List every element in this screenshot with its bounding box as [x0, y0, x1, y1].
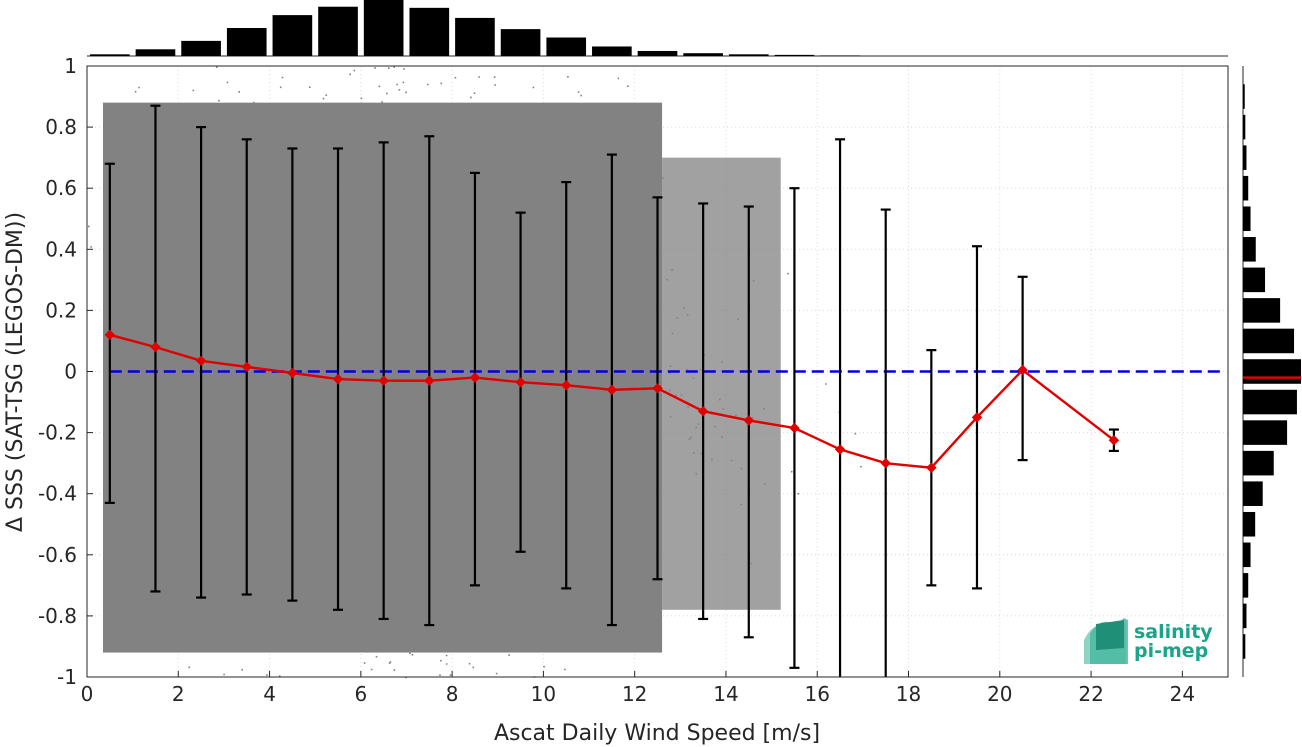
right-histogram-bar	[1243, 603, 1247, 629]
mean-point	[880, 457, 891, 469]
right-histogram-bar	[1243, 481, 1263, 506]
right-histogram	[1242, 66, 1301, 677]
mean-point	[971, 412, 983, 423]
mean-point	[789, 422, 800, 434]
y-tick-label: -0.6	[38, 543, 77, 567]
x-tick-label: 2	[172, 682, 185, 706]
scatter-dense-edge	[662, 157, 781, 610]
top-histogram-bar	[363, 0, 404, 56]
top-histogram-bar	[637, 50, 678, 56]
y-tick-label: 0	[64, 360, 77, 384]
right-histogram-bar	[1243, 634, 1246, 659]
top-histogram-bar	[181, 40, 221, 56]
y-tick-label: 1	[64, 54, 77, 78]
logo-line-2: pi-mep	[1134, 640, 1208, 662]
y-axis-label: Δ SSS (SAT-TSG (LEGOS-DM))	[3, 212, 28, 532]
top-histogram-bar	[455, 17, 495, 57]
mean-point	[561, 380, 572, 391]
logo-line-1: salinity	[1134, 621, 1213, 643]
mean-point	[697, 406, 709, 417]
x-axis-ticks: 0 2 4 6 8 10 12 14 16 18 20 22 24	[81, 671, 1195, 706]
top-histogram-bar	[90, 54, 130, 56]
right-histogram-bar	[1243, 206, 1251, 232]
x-tick-label: 22	[1078, 682, 1103, 706]
mean-point	[515, 376, 526, 388]
mean-point	[104, 329, 116, 341]
x-tick-label: 18	[896, 682, 921, 706]
mean-point	[150, 341, 161, 353]
wave-logo-icon	[1084, 618, 1128, 664]
x-tick-label: 14	[713, 682, 738, 706]
x-axis-label: Ascat Daily Wind Speed [m/s]	[494, 721, 820, 746]
right-histogram-bar	[1243, 175, 1249, 201]
mean-point	[287, 367, 298, 379]
x-tick-label: 12	[622, 682, 647, 706]
y-tick-label: -0.4	[38, 482, 77, 506]
top-histogram-bar	[820, 55, 860, 56]
mean-point	[332, 373, 344, 385]
right-histogram-bar	[1243, 328, 1295, 354]
mean-point	[424, 375, 435, 386]
right-histogram-bar	[1243, 359, 1301, 384]
mean-point	[241, 361, 252, 373]
top-histogram-bar	[272, 15, 313, 57]
right-histogram-bar	[1243, 511, 1256, 537]
x-tick-label: 6	[354, 682, 367, 706]
mean-point	[834, 444, 846, 455]
mean-point	[1017, 364, 1028, 376]
y-tick-label: 0.4	[45, 237, 77, 261]
top-histogram-bar	[135, 49, 176, 56]
right-histogram-bar	[1243, 573, 1249, 598]
top-histogram-bar	[226, 28, 267, 56]
mean-point	[195, 355, 207, 367]
mean-point	[378, 375, 389, 386]
y-axis-ticks: -1 -0.8 -0.6 -0.4 -0.2 0 0.2 0.4 0.6 0.8 1	[38, 54, 93, 689]
top-histogram-bar	[728, 54, 769, 56]
top-histogram-bar	[774, 54, 815, 56]
top-histogram-bar	[409, 7, 450, 56]
x-tick-label: 8	[446, 682, 459, 706]
right-histogram-bar	[1243, 298, 1281, 323]
x-tick-label: 16	[805, 682, 830, 706]
y-tick-label: -0.2	[38, 421, 77, 445]
mean-point	[1108, 435, 1120, 446]
y-tick-label: -0.8	[38, 604, 77, 628]
x-tick-label: 0	[81, 682, 94, 706]
binned-mean-line	[104, 329, 1120, 473]
mean-point	[926, 462, 937, 473]
right-histogram-bar	[1243, 114, 1246, 140]
right-histogram-bar	[1243, 84, 1245, 109]
x-tick-label: 20	[987, 682, 1012, 706]
right-histogram-bar	[1243, 267, 1266, 293]
top-histogram-bar	[683, 53, 723, 56]
y-tick-label: 0.8	[45, 115, 77, 139]
mean-point	[743, 415, 754, 426]
right-histogram-bar	[1243, 237, 1256, 262]
x-tick-label: 24	[1170, 682, 1195, 706]
y-tick-label: 0.2	[45, 298, 77, 322]
y-tick-label: 0.6	[45, 176, 77, 200]
mean-polyline	[109, 333, 1115, 469]
mean-point	[652, 383, 663, 394]
top-histogram-bar	[592, 46, 632, 56]
top-histogram	[87, 0, 1228, 57]
right-histogram-bar	[1243, 450, 1274, 476]
main-plot-area: 0 2 4 6 8 10 12 14 16 18 20 22 24 -1-0.8-0.6-0.4-0.2…	[38, 54, 1229, 706]
y-tick-label: -1	[57, 665, 77, 689]
x-tick-label: 4	[263, 682, 276, 706]
top-histogram-bar	[546, 37, 587, 56]
salinity-pi-mep-logo: salinity pi-mep	[1084, 618, 1213, 664]
right-histogram-bar	[1243, 542, 1251, 568]
top-histogram-bar	[318, 6, 358, 56]
mean-point	[469, 372, 481, 383]
x-tick-label: 10	[531, 682, 556, 706]
top-histogram-bar	[500, 29, 541, 56]
right-histogram-bar	[1243, 420, 1288, 445]
mean-point	[606, 384, 618, 396]
right-histogram-bar	[1243, 389, 1297, 415]
right-histogram-bar	[1243, 145, 1247, 170]
